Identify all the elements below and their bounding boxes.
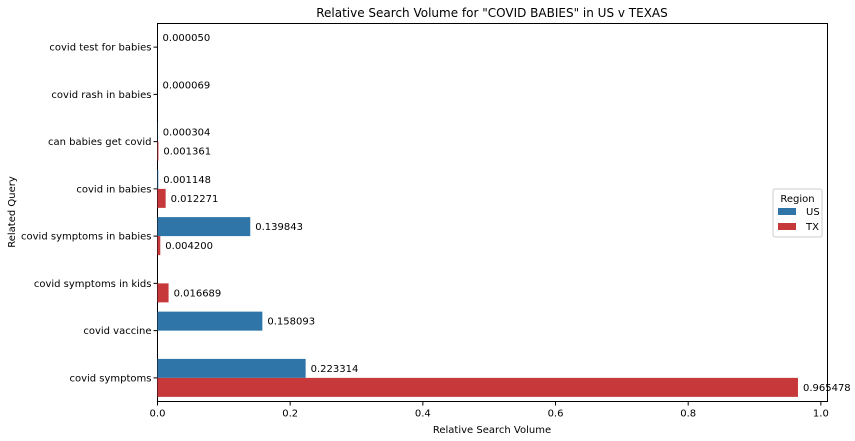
chart-title: Relative Search Volume for "COVID BABIES…	[316, 6, 668, 20]
x-tick-label: 0.8	[680, 409, 696, 420]
y-axis: covid test for babies covid rash in babie…	[21, 43, 158, 384]
legend-title: Region	[780, 194, 814, 205]
data-label-us-can-babies-get-covid: 0.000304	[163, 128, 211, 139]
data-label-us-covid-in-babies: 0.001148	[163, 175, 211, 186]
x-tick-label: 0.2	[282, 409, 298, 420]
y-tick-label-covid-symptoms-in-babies: covid symptoms in babies	[21, 232, 151, 243]
bars-layer	[157, 28, 798, 397]
data-label-tx-covid-symptoms-in-babies: 0.004200	[165, 241, 213, 252]
bar-us-covid-symptoms-in-babies	[157, 217, 251, 237]
y-tick-label-covid-symptoms-in-kids: covid symptoms in kids	[34, 279, 152, 290]
data-label-us-covid-symptoms-in-babies: 0.139843	[255, 222, 303, 233]
data-label-us-covid-test-for-babies: 0.000050	[163, 33, 211, 44]
x-tick-label: 0.4	[415, 409, 431, 420]
legend-swatch-us	[778, 208, 796, 215]
data-label-us-covid-symptoms: 0.223314	[311, 364, 359, 375]
data-label-tx-covid-in-babies: 0.012271	[171, 194, 219, 205]
y-tick-label-covid-rash-in-babies: covid rash in babies	[51, 90, 151, 101]
x-tick-label: 0.6	[548, 409, 564, 420]
y-tick-label-covid-in-babies: covid in babies	[76, 184, 151, 195]
legend-label-us: US	[806, 207, 820, 218]
y-tick-label-covid-test-for-babies: covid test for babies	[49, 43, 151, 54]
bar-labels-layer: 0.000050 0.000069 0.000304 0.001361 0.001148…	[163, 33, 851, 394]
y-tick-label-covid-symptoms: covid symptoms	[69, 373, 151, 384]
data-label-us-covid-vaccine: 0.158093	[267, 317, 315, 328]
bar-us-covid-vaccine	[157, 311, 263, 331]
bar-tx-covid-symptoms	[157, 377, 798, 397]
data-label-tx-can-babies-get-covid: 0.001361	[163, 147, 211, 158]
legend: Region US TX	[772, 188, 823, 238]
x-tick-label: 1.0	[813, 409, 829, 420]
y-tick-label-covid-vaccine: covid vaccine	[83, 326, 151, 337]
legend-swatch-tx	[778, 223, 796, 230]
bar-us-covid-symptoms	[157, 358, 306, 378]
y-tick-label-can-babies-get-covid: can babies get covid	[48, 137, 152, 148]
x-tick-label: 0.0	[150, 409, 166, 420]
bar-tx-covid-symptoms-in-babies	[157, 236, 161, 256]
data-label-tx-covid-symptoms-in-kids: 0.016689	[174, 288, 222, 299]
plot-area-frame	[157, 23, 828, 402]
bar-tx-covid-in-babies	[157, 188, 166, 208]
bar-us-covid-in-babies	[157, 169, 159, 189]
x-axis-label: Relative Search Volume	[433, 425, 551, 436]
data-label-us-covid-rash-in-babies: 0.000069	[163, 80, 211, 91]
y-axis-label: Related Query	[7, 176, 18, 248]
legend-label-tx: TX	[805, 222, 819, 233]
data-label-tx-covid-symptoms: 0.965478	[803, 383, 851, 394]
x-axis: 0.0 0.2 0.4 0.6 0.8 1.0	[150, 401, 829, 420]
bar-tx-can-babies-get-covid	[157, 141, 159, 161]
bar-tx-covid-symptoms-in-kids	[157, 283, 169, 303]
